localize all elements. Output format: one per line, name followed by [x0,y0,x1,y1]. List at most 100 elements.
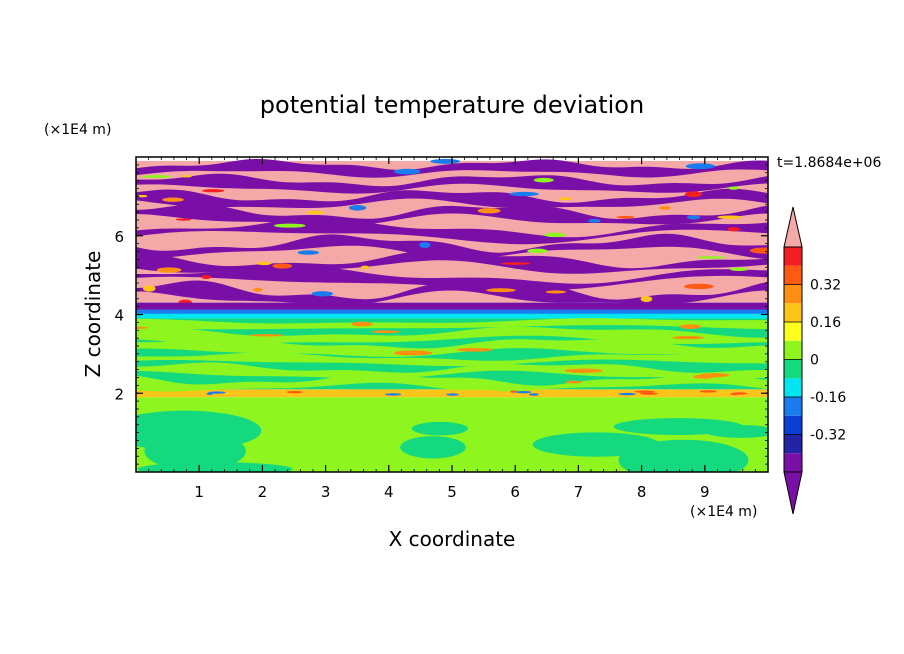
contour-region [704,424,768,438]
contour-region [393,168,421,175]
contour-region [717,215,743,219]
y-tick-label: 4 [114,307,124,325]
contour-region [672,335,704,340]
contour-region [311,291,334,297]
contour-region [253,287,263,292]
chart-title: potential temperature deviation [260,91,644,119]
contour-region [351,321,373,327]
contour-region [175,218,192,221]
contour-region [680,324,701,330]
contour-region [201,189,225,193]
contour-region [616,215,635,219]
contour-region [400,436,466,459]
contour-region [699,390,717,393]
contour-region [430,158,461,164]
contour-region [727,227,740,232]
contour-region [528,393,539,396]
contour-region [156,267,182,273]
colorbar-swatch [784,378,802,397]
y-tick-label: 2 [114,385,124,403]
contour-region [136,188,768,209]
contour-region [509,191,539,197]
contour-region [618,392,637,396]
contour-region [419,241,431,249]
contour-region [501,262,531,265]
contour-region [384,393,402,396]
contour-region [136,372,768,393]
colorbar-swatch [784,359,802,379]
colorbar-label: 0.16 [810,315,841,331]
contour-region [587,219,601,223]
colorbar-min-arrow [783,471,803,515]
colorbar-label: -0.32 [810,428,846,444]
contour-region [564,368,604,373]
x-axis-ticks: 1 2 3 4 5 6 7 8 9 [148,157,769,501]
colorbar-label: 0 [810,353,819,369]
contour-region [286,390,303,394]
contour-region [137,194,148,198]
contour-region [249,334,285,337]
contour-region [686,215,701,220]
contour-region [144,432,246,471]
colorbar: 0.32 0.16 0 -0.16 -0.32 [783,206,846,515]
contour-region [685,163,715,170]
colorbar-label: 0.32 [810,278,841,294]
contour-region [162,197,184,202]
contour-region [348,205,367,211]
contour-region [527,248,548,254]
contour-region [136,173,768,194]
colorbar-swatch [784,340,802,360]
contour-region [510,390,518,393]
x-tick-label: 2 [258,483,268,501]
x-tick-label: 3 [321,483,331,501]
contour-region [201,275,212,280]
colorbar-swatch [784,415,802,435]
contour-region [136,309,768,314]
x-unit-label: (×1E4 m) [690,504,757,520]
contour-region [545,290,567,294]
contour-region [477,208,501,214]
contour-region [136,352,768,367]
contour-field [136,158,768,472]
time-label: t=1.8684e+06 [777,155,881,171]
x-tick-label: 5 [447,483,457,501]
colorbar-swatch [784,303,802,322]
contour-region [446,393,459,396]
contour-region [306,210,325,215]
contour-region [141,175,172,179]
contour-region [136,264,768,291]
contour-region [136,326,149,329]
contour-region [136,302,768,310]
contour-region [695,256,727,259]
contour-region [393,350,433,356]
colorbar-swatch [784,247,802,266]
contour-region [684,191,702,198]
contour-region [371,330,400,334]
x-tick-label: 1 [194,483,204,501]
colorbar-max-arrow [783,206,803,248]
contour-region [136,362,768,379]
x-tick-label: 9 [700,483,710,501]
contour-region [136,318,768,330]
contour-region [297,250,320,255]
x-tick-label: 7 [574,483,584,501]
contour-region [730,267,749,272]
colorbar-swatch [784,453,802,472]
contour-region [515,390,532,394]
contour-region [273,223,306,228]
contour-region [208,391,226,394]
contour-region [272,263,293,269]
x-tick-label: 6 [510,483,520,501]
contour-region [640,392,659,395]
contour-region [731,392,748,395]
x-tick-label: 4 [384,483,394,501]
contour-region [728,186,740,190]
contour-region [640,296,653,303]
contour-region [143,285,156,292]
contour-region [136,337,768,357]
contour-region [256,261,272,266]
x-tick-label: 8 [637,483,647,501]
contour-region [411,421,468,436]
contour-region [136,159,768,178]
